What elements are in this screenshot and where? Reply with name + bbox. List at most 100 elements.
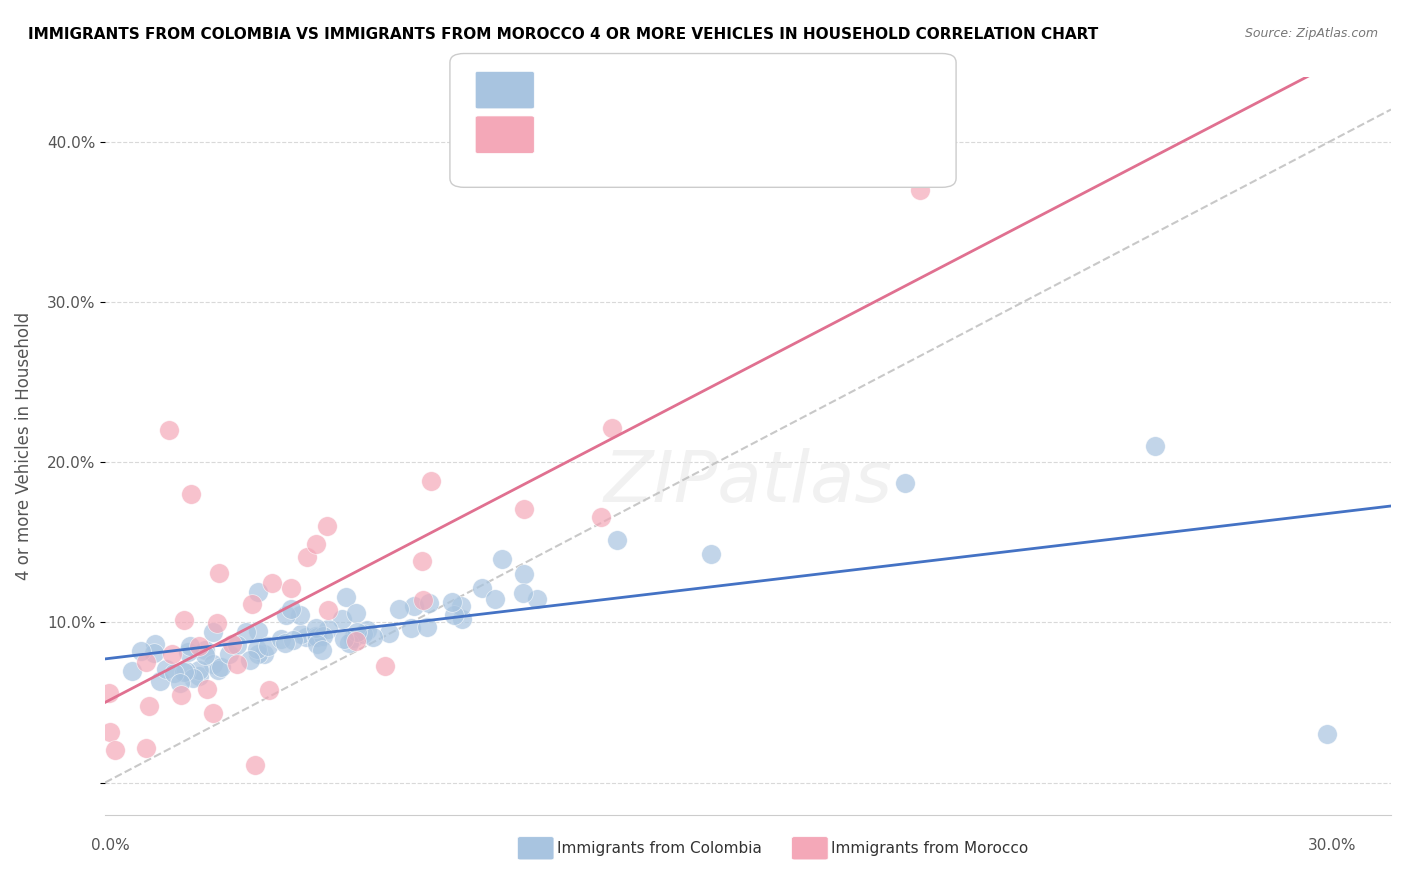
Point [180,487,202,501]
Point [318,602,340,616]
Point [440,594,463,608]
Point [333,632,356,646]
Point [208,566,231,580]
Point [356,623,378,637]
Point [307,637,329,651]
Text: Source: ZipAtlas.com: Source: ZipAtlas.com [1244,27,1378,40]
Point [194,648,217,663]
Text: 0.0%: 0.0% [91,838,131,854]
Point [235,625,257,640]
Text: 30.0%: 30.0% [1309,838,1357,854]
Point [484,592,506,607]
Point [335,591,357,605]
Point [491,552,513,566]
Point [908,183,931,197]
Point [98,725,121,739]
Point [312,629,335,643]
Point [188,663,211,677]
Point [471,581,494,595]
Point [526,591,548,606]
Point [246,624,269,639]
Point [148,673,170,688]
Point [280,581,302,595]
Point [307,630,329,644]
Text: IMMIGRANTS FROM COLOMBIA VS IMMIGRANTS FROM MOROCCO 4 OR MORE VEHICLES IN HOUSEH: IMMIGRANTS FROM COLOMBIA VS IMMIGRANTS F… [28,27,1098,42]
Point [247,585,270,599]
Point [207,616,229,631]
Point [411,554,433,568]
Point [173,613,195,627]
Point [591,510,613,524]
Point [195,681,218,696]
Point [330,612,353,626]
Point [187,668,209,682]
Point [1144,439,1167,453]
Point [418,595,440,609]
Point [352,627,374,641]
Point [188,639,211,653]
Text: Immigrants from Colombia: Immigrants from Colombia [557,841,762,855]
Point [311,642,333,657]
Point [1316,727,1339,741]
Point [138,699,160,714]
Point [443,608,465,623]
Point [218,647,240,661]
Point [226,638,249,652]
Point [194,643,217,657]
Point [378,625,401,640]
Point [295,630,318,644]
Point [211,659,233,673]
Point [290,627,312,641]
Point [361,630,384,644]
Point [295,549,318,564]
Point [451,612,474,626]
Point [280,602,302,616]
Point [121,664,143,678]
Point [177,645,200,659]
Point [387,601,409,615]
Point [450,599,472,613]
Point [513,502,536,516]
Point [513,567,536,582]
Point [243,757,266,772]
Point [240,597,263,611]
Point [157,423,180,437]
Point [257,682,280,697]
Point [700,547,723,561]
Point [145,637,167,651]
Point [246,647,269,661]
Point [512,585,534,599]
Point [207,664,229,678]
Point [135,741,157,756]
Point [419,474,441,488]
Point [399,621,422,635]
Text: R = 0.091   N = 77: R = 0.091 N = 77 [551,78,709,96]
Text: R = 0.652   N = 36: R = 0.652 N = 36 [551,123,709,141]
Point [305,621,328,635]
Point [344,606,367,620]
Point [315,519,337,533]
Point [281,633,304,648]
Point [179,639,201,653]
Point [202,706,225,720]
Point [600,421,623,435]
Point [202,625,225,640]
Point [163,666,186,681]
Point [276,607,298,622]
Y-axis label: 4 or more Vehicles in Household: 4 or more Vehicles in Household [15,312,32,580]
Text: ZIPatlas: ZIPatlas [603,449,893,517]
Point [246,641,269,656]
Point [174,664,197,678]
Point [173,665,195,680]
Point [270,632,292,646]
Point [201,657,224,672]
Point [260,576,283,591]
Point [181,672,204,686]
Point [257,639,280,653]
Point [253,647,276,661]
Point [226,657,249,672]
Point [221,637,243,651]
Point [415,620,437,634]
Point [104,743,127,757]
Point [342,632,364,646]
